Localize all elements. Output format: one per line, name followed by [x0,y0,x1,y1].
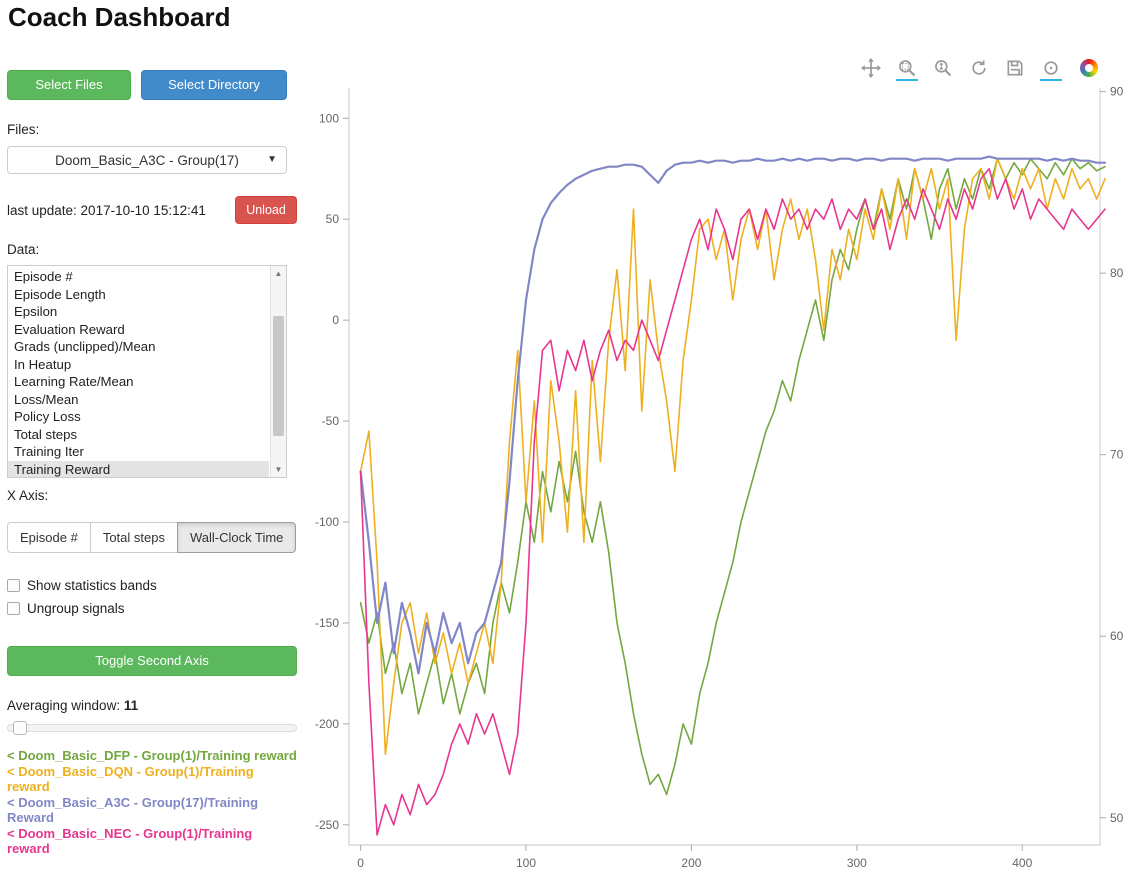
x-axis-button-group: Episode # Total steps Wall-Clock Time [7,522,297,553]
data-list-item[interactable]: Evaluation Reward [14,321,125,337]
left-axis-tick-label: 50 [326,212,340,226]
bokeh-logo-icon[interactable] [1076,58,1098,81]
scroll-down-icon[interactable]: ▼ [274,465,283,474]
series-line-doom-basic-dqn-group-1-training-reward [359,157,1106,756]
right-axis-tick-label: 60 [1110,629,1124,643]
averaging-window-slider[interactable] [7,721,297,735]
averaging-window-label: Averaging window: [7,698,121,713]
data-listbox[interactable]: Episode # Episode Length Epsilon Evaluation… [7,265,287,478]
series-line-doom-basic-nec-group-1-training-reward [359,167,1106,836]
averaging-window-value: 11 [123,698,139,713]
scrollbar-thumb[interactable] [273,316,284,436]
left-axis-tick-label: -150 [315,616,339,630]
checkbox-ungroup-signals[interactable] [7,601,20,615]
bokeh-logo [1080,58,1098,77]
right-axis-tick-label: 80 [1110,266,1124,280]
x-axis-tick-label: 100 [516,856,536,870]
x-axis-label: X Axis: [7,488,49,503]
right-axis-tick-label: 90 [1110,85,1124,99]
files-dropdown-value: Doom_Basic_A3C - Group(17) [55,152,239,168]
hover-tool-icon[interactable] [1040,59,1062,81]
file-buttons-row: Select Files Select Directory [7,70,297,100]
toggle-second-axis-button[interactable]: Toggle Second Axis [7,646,297,676]
right-axis-tick-label: 50 [1110,811,1124,825]
checkbox-group: Show statistics bands Ungroup signals [7,577,297,616]
x-axis-option-wall-clock-time[interactable]: Wall-Clock Time [176,522,297,553]
left-axis-tick-label: 100 [319,111,339,125]
page-title: Coach Dashboard [8,2,231,32]
legend-item[interactable]: < Doom_Basic_DQN - Group(1)/Training rew… [7,763,254,795]
save-tool-icon[interactable] [1004,59,1026,81]
data-list-item[interactable]: Total steps [14,426,78,442]
data-list-item[interactable]: Episode # [14,269,73,284]
last-update-text: last update: 2017-10-10 15:12:41 [7,202,206,218]
scroll-up-icon[interactable]: ▲ [274,269,283,278]
chart-toolbar [860,57,1098,81]
data-list-item[interactable]: Policy Loss [14,409,81,424]
last-update-row: last update: 2017-10-10 15:12:41 Unload [7,196,297,224]
slider-handle[interactable] [13,721,27,735]
x-axis-tick-label: 0 [357,856,364,870]
x-axis-tick-label: 400 [1012,856,1032,870]
x-axis-tick-label: 200 [681,856,701,870]
data-list-item[interactable]: Loss/Mean [14,391,79,407]
x-axis-option-total-steps[interactable]: Total steps [89,522,178,553]
x-axis-tick-label: 300 [847,856,867,870]
legend-item[interactable]: < Doom_Basic_DFP - Group(1)/Training rew… [7,748,297,763]
series-line-doom-basic-dfp-group-1-training-reward [359,157,1106,796]
data-list-item[interactable]: Episode Length [14,286,106,302]
chevron-down-icon: ▼ [267,154,277,165]
data-list-item[interactable]: Learning Rate/Mean [14,374,134,389]
checkbox-row-show-statistics-bands: Show statistics bands [7,577,297,593]
data-list-item[interactable]: In Heatup [14,356,72,372]
series-line-doom-basic-a3c-group-17-training-reward [359,155,1107,675]
sidebar: Select Files Select Directory Files: Doo… [7,70,297,857]
axis-frame [348,88,1101,846]
left-axis-tick-label: -200 [315,717,339,731]
data-list: Episode # Episode Length Epsilon Evaluation… [8,268,269,477]
left-axis-tick-label: -50 [322,414,340,428]
select-directory-button[interactable]: Select Directory [141,70,287,100]
data-list-item[interactable]: Training Iter [14,444,84,459]
reset-tool-icon[interactable] [968,59,990,81]
data-list-item[interactable]: Training Reward [8,460,269,477]
training-reward-chart[interactable]: 0 100 200 300 400 100 50 0 -50 -100 -150 -200 -250 90… [300,55,1142,881]
data-list-item[interactable]: Epsilon [14,304,58,319]
checkbox-label-ungroup-signals: Ungroup signals [27,600,125,616]
data-list-item[interactable]: Grads (unclipped)/Mean [14,339,156,354]
files-dropdown[interactable]: Doom_Basic_A3C - Group(17) ▼ [7,146,287,174]
listbox-scrollbar[interactable]: ▲ ▼ [270,266,286,477]
legend-item[interactable]: < Doom_Basic_A3C - Group(17)/Training Re… [7,794,259,826]
checkbox-row-ungroup-signals: Ungroup signals [7,600,297,616]
wheel-zoom-tool-icon[interactable] [932,59,954,81]
left-axis-tick-label: -250 [315,818,339,832]
select-files-button[interactable]: Select Files [7,70,131,100]
averaging-window-row: Averaging window: 11 [7,698,297,716]
checkbox-show-statistics-bands[interactable] [7,578,20,592]
files-label: Files: [7,122,40,137]
box-zoom-tool-icon[interactable] [896,59,918,81]
left-axis-tick-label: -100 [315,515,339,529]
x-axis-option-episode[interactable]: Episode # [7,522,91,553]
right-axis-tick-label: 70 [1110,448,1124,462]
checkbox-label-show-statistics-bands: Show statistics bands [27,577,157,593]
data-label: Data: [7,242,40,257]
chart-area: 0 100 200 300 400 100 50 0 -50 -100 -150 -200 -250 90… [300,55,1142,881]
left-axis-tick-label: 0 [332,313,339,327]
legend-item[interactable]: < Doom_Basic_NEC - Group(1)/Training rew… [7,825,253,857]
chart-legend: < Doom_Basic_DFP - Group(1)/Training rew… [7,748,297,857]
pan-tool-icon[interactable] [860,57,882,81]
unload-button[interactable]: Unload [235,196,297,224]
